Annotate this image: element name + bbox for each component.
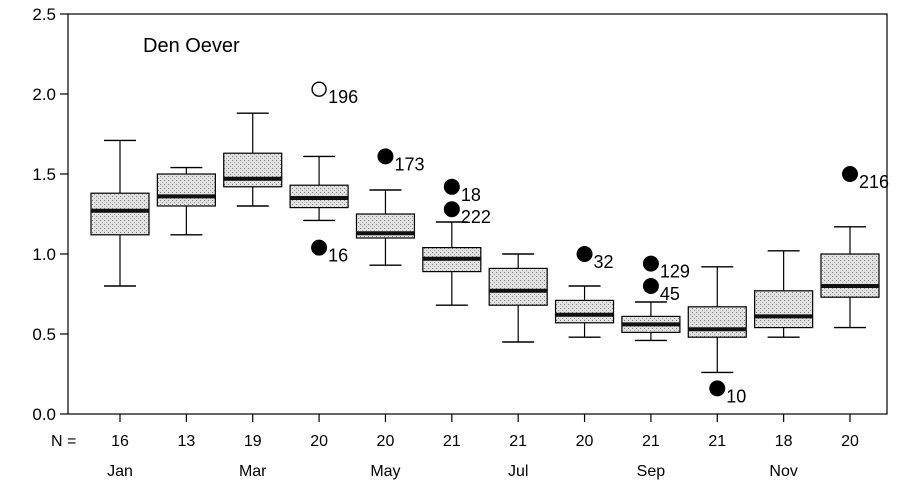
outlier-point — [709, 380, 726, 397]
n-count-label: 20 — [310, 433, 328, 450]
plot-frame — [67, 13, 888, 415]
n-count-label: 13 — [177, 433, 195, 450]
x-axis-labels: 16 Jan 13 19 Mar 20 20 May 21 21 Jul 20 21 Sep 21 18 Nov… — [107, 414, 859, 480]
box-9 — [687, 266, 747, 374]
month-label: Mar — [239, 463, 267, 480]
outlier-label: 10 — [726, 386, 746, 406]
y-tick-label: 1.5 — [32, 165, 56, 184]
box-iqr — [223, 152, 283, 188]
month-label: Sep — [637, 463, 666, 480]
box-3 — [289, 155, 349, 222]
box-4 — [355, 189, 416, 266]
outlier-point — [642, 278, 659, 294]
month-label: Jul — [508, 463, 528, 480]
n-count-label: 21 — [708, 433, 726, 450]
box-7 — [554, 285, 615, 338]
outlier-label: 222 — [461, 207, 491, 227]
box-5 — [422, 221, 482, 306]
n-label: N = — [51, 433, 76, 450]
n-count-label: 20 — [377, 433, 395, 450]
boxes-group — [90, 112, 880, 374]
n-count-label: 18 — [775, 433, 793, 450]
outlier-label: 196 — [328, 87, 358, 107]
outlier-point — [443, 201, 460, 218]
n-count-label: 20 — [576, 433, 594, 450]
box-11 — [820, 226, 880, 329]
outlier-point — [576, 246, 593, 262]
box-iqr — [754, 290, 814, 329]
box-iqr — [687, 306, 747, 338]
outlier-label: 129 — [660, 262, 690, 282]
y-tick-label: 0.0 — [32, 405, 56, 424]
box-iqr — [554, 299, 615, 324]
month-label: Nov — [769, 463, 797, 480]
outlier-point — [443, 178, 460, 195]
box-iqr — [90, 192, 150, 236]
outlier-label: 16 — [328, 246, 348, 266]
box-2 — [223, 112, 283, 207]
outlier-point — [377, 148, 394, 165]
y-tick-label: 1.0 — [32, 245, 56, 264]
n-count-label: 21 — [642, 433, 660, 450]
box-10 — [754, 250, 814, 338]
y-tick-label: 2.0 — [32, 85, 56, 104]
y-tick-label: 0.5 — [32, 325, 56, 344]
n-count-label: 21 — [509, 433, 527, 450]
month-label: May — [370, 463, 400, 480]
box-6 — [488, 253, 548, 343]
n-count-label: 19 — [244, 433, 262, 450]
n-count-label: 16 — [111, 433, 129, 450]
outlier-label: 32 — [594, 252, 614, 272]
outlier-label: 216 — [859, 172, 889, 192]
outlier-label: 18 — [461, 185, 481, 205]
box-iqr — [156, 173, 216, 207]
y-axis: 0.0 0.5 1.0 1.5 2.0 2.5 — [32, 5, 68, 424]
outlier-open — [311, 81, 327, 97]
n-count-label: 21 — [443, 433, 461, 450]
outlier-point — [642, 255, 659, 272]
box-iqr — [820, 253, 880, 298]
chart-title: Den Oever — [143, 35, 240, 57]
n-count-label: 20 — [841, 433, 859, 450]
outlier-label: 173 — [394, 154, 424, 174]
box-iqr — [488, 267, 548, 306]
box-8 — [621, 301, 681, 342]
box-0 — [90, 139, 150, 287]
box-1 — [156, 166, 216, 236]
outlier-point — [311, 239, 328, 256]
outlier-label: 45 — [660, 284, 680, 304]
outlier-point — [842, 166, 858, 182]
y-tick-label: 2.5 — [32, 5, 56, 24]
month-label: Jan — [107, 463, 133, 480]
